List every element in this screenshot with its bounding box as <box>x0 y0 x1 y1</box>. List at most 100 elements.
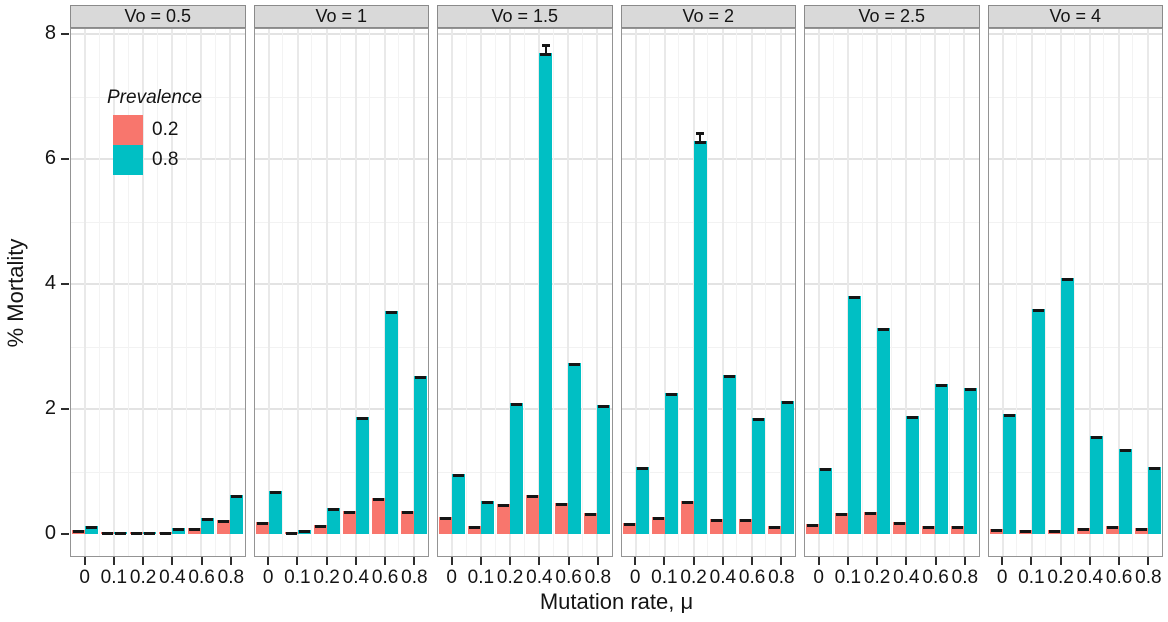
v-gridline <box>369 29 371 556</box>
x-tick-mark <box>296 557 299 565</box>
x-tick-row <box>621 557 797 566</box>
h-gridline <box>254 221 428 223</box>
bar-prevalence-08 <box>355 417 369 534</box>
error-whisker <box>544 47 547 53</box>
v-gridline <box>765 29 767 556</box>
h-gridline <box>805 408 979 410</box>
v-gridline <box>185 29 187 556</box>
x-tick <box>216 557 245 566</box>
x-tick-label: 0.4 <box>159 567 186 588</box>
facet-strip-label: Vo = 1.5 <box>437 5 613 28</box>
bar-prevalence-02 <box>526 495 540 534</box>
bar-group <box>341 417 370 534</box>
x-tick-label: 0 <box>79 567 90 588</box>
x-tick-label: 0.2 <box>863 567 891 588</box>
x-tick <box>708 557 737 566</box>
x-tick-mark <box>267 557 270 565</box>
x-tick-mark <box>663 557 666 565</box>
bar-prevalence-02 <box>284 532 298 535</box>
v-gridline <box>1117 29 1120 556</box>
facet-panel <box>987 28 1163 557</box>
h-gridline <box>254 33 428 35</box>
x-tick <box>312 557 341 566</box>
x-tick <box>496 557 525 566</box>
h-gridline <box>621 221 795 223</box>
v-gridline <box>1146 29 1149 556</box>
x-tick-label: 0.2 <box>496 567 524 588</box>
bar-prevalence-02 <box>342 511 356 534</box>
y-tick-mark <box>61 158 69 160</box>
x-tick-mark <box>384 557 387 565</box>
bar-prevalence-08 <box>85 526 99 534</box>
y-tick-label: 0 <box>44 522 56 544</box>
x-tick-label: 0.6 <box>188 567 215 588</box>
x-tick-row <box>437 557 613 566</box>
bar-prevalence-02 <box>72 530 86 534</box>
x-tick-label: 0.1 <box>651 567 678 588</box>
v-gridline <box>934 29 937 556</box>
x-tick-mark <box>479 557 482 565</box>
x-tick-mark <box>817 557 820 565</box>
x-tick-label: 0.8 <box>951 567 979 588</box>
bar-prevalence-02 <box>622 523 636 534</box>
v-gridline <box>861 29 863 556</box>
bar-group <box>708 375 737 534</box>
x-tick <box>1017 557 1046 566</box>
y-tick-label: 4 <box>44 272 56 294</box>
v-gridline <box>325 29 328 556</box>
x-axis-title: Mutation rate, μ <box>539 589 694 614</box>
x-tick-label: 0.6 <box>738 567 766 588</box>
x-tick-mark <box>200 557 203 565</box>
bar-prevalence-02 <box>400 511 414 534</box>
bar-group <box>216 495 245 534</box>
error-cap <box>541 44 550 47</box>
v-gridline <box>581 29 583 556</box>
v-gridline <box>412 29 415 556</box>
facet-column: Vo = 1.5 0 0.1 0.2 0.4 0.6 0.8 <box>437 5 613 589</box>
x-tick-mark <box>83 557 86 565</box>
v-gridline <box>214 29 216 556</box>
v-gridline <box>465 29 467 556</box>
x-tick-label: 0.6 <box>922 567 949 588</box>
x-tick <box>187 557 216 566</box>
bar-prevalence-08 <box>1031 309 1045 534</box>
h-gridline <box>438 158 612 160</box>
v-gridline <box>1074 29 1076 556</box>
x-tick-mark <box>1059 557 1062 565</box>
h-gridline <box>621 96 795 98</box>
h-gridline <box>71 471 245 473</box>
x-tick-label: 0 <box>813 567 824 588</box>
bar-group <box>255 491 284 534</box>
y-tick-label: 8 <box>44 22 56 44</box>
bar-area <box>805 36 979 534</box>
h-gridline <box>438 221 612 223</box>
x-tick-label-row: 0 0.1 0.2 0.4 0.6 0.8 <box>988 567 1164 589</box>
x-tick-label: 0 <box>996 567 1008 588</box>
h-gridline <box>71 96 245 98</box>
x-tick-mark <box>509 557 512 565</box>
v-gridline <box>692 29 695 556</box>
h-gridline <box>71 283 245 285</box>
bar-prevalence-08 <box>848 296 862 534</box>
bar-prevalence-02 <box>159 532 173 535</box>
x-tick <box>988 557 1017 566</box>
bar-prevalence-02 <box>217 520 231 534</box>
facet-panel: Prevalence 0.2 0.8 <box>70 28 246 557</box>
v-gridline <box>832 29 834 556</box>
x-tick <box>1134 557 1163 566</box>
bar-prevalence-08 <box>819 468 833 534</box>
v-gridline <box>847 29 850 556</box>
x-tick-label: 0.1 <box>100 567 128 588</box>
bar-prevalence-02 <box>1076 528 1090 534</box>
bar-prevalence-08 <box>384 311 398 534</box>
x-tick <box>892 557 921 566</box>
v-gridline <box>229 29 232 556</box>
x-tick-label: 0.2 <box>1047 567 1074 588</box>
bar-prevalence-02 <box>555 503 569 534</box>
y-tick-label: 6 <box>44 147 56 169</box>
x-tick-mark <box>721 557 724 565</box>
x-tick <box>950 557 979 566</box>
bar-prevalence-02 <box>738 519 752 534</box>
v-gridline <box>1088 29 1091 556</box>
h-gridline <box>71 33 245 35</box>
